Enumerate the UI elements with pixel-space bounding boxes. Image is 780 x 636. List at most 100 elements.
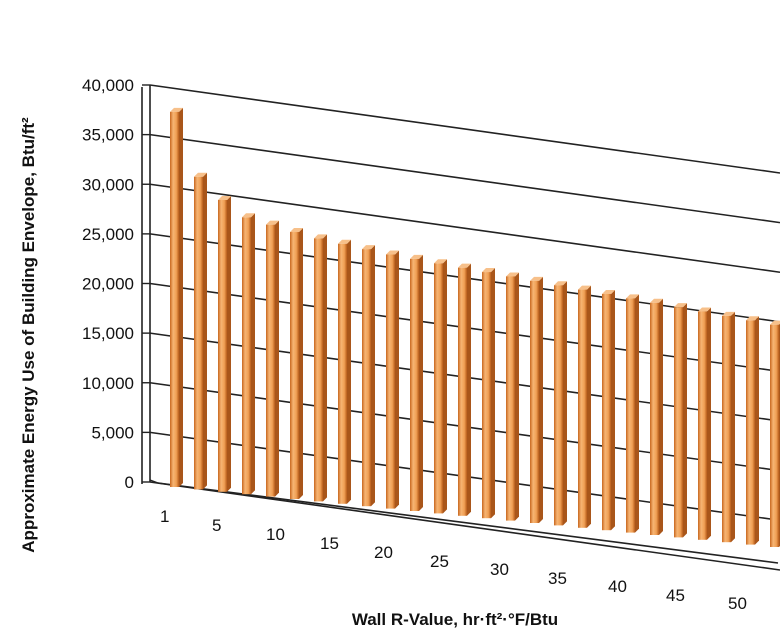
bar-side	[539, 276, 543, 523]
bar-top	[410, 254, 423, 259]
bar	[698, 307, 711, 540]
bar-front	[290, 232, 299, 499]
bar-front	[386, 254, 395, 509]
bar-side	[707, 307, 711, 540]
bar-top	[242, 213, 255, 218]
bar-top	[482, 268, 495, 273]
bar-top	[530, 276, 543, 281]
bar-side	[611, 289, 615, 531]
x-tick-label: 30	[490, 560, 509, 579]
bar-front	[482, 272, 491, 519]
bar-side	[659, 298, 663, 535]
bar-front	[674, 307, 683, 538]
bar-side	[563, 281, 567, 526]
bar-side	[467, 263, 471, 516]
bar-top	[722, 311, 735, 316]
bar-front	[434, 263, 443, 514]
bar	[530, 276, 543, 523]
x-tick-label: 20	[374, 543, 393, 562]
bar-side	[227, 196, 231, 492]
bar-side	[347, 239, 351, 504]
bar-top	[698, 307, 711, 312]
y-tick-label: 25,000	[82, 225, 134, 244]
bar	[290, 228, 303, 499]
bar-top	[746, 316, 759, 321]
bar-side	[731, 311, 735, 543]
bar-side	[443, 259, 447, 514]
bar-top	[434, 259, 447, 264]
bar-side	[179, 107, 183, 488]
bar-front	[194, 176, 203, 490]
bar-front	[362, 249, 371, 507]
y-tick-labels: 0 5,000 10,000 15,000 20,000 25,000 30,000 35,0…	[82, 76, 134, 492]
x-tick-label: 15	[320, 534, 339, 553]
bar-front	[218, 200, 227, 492]
bar	[194, 172, 207, 490]
bar	[338, 239, 351, 504]
bar-top	[218, 196, 231, 201]
bar-top	[650, 298, 663, 303]
bar-front	[650, 302, 659, 535]
bar-front	[314, 238, 323, 502]
gridline	[149, 481, 780, 571]
gridline	[149, 133, 780, 224]
floor-corner	[149, 479, 159, 484]
bar	[362, 245, 375, 507]
bar-front	[554, 285, 563, 526]
bar-top	[362, 245, 375, 250]
bar-front	[698, 311, 707, 540]
bar-side	[491, 268, 495, 519]
bar-top	[314, 234, 327, 239]
bar-top	[674, 303, 687, 308]
bar	[170, 107, 183, 488]
bar-front	[338, 243, 347, 504]
bar	[218, 196, 231, 492]
bar	[482, 268, 495, 519]
bar-side	[587, 285, 591, 528]
bar-side	[515, 272, 519, 521]
bar-side	[275, 220, 279, 497]
bar-top	[266, 220, 279, 225]
bar-top	[554, 281, 567, 286]
x-tick-labels: 1 5 10 15 20 25 30 35 40 45 50	[160, 507, 747, 613]
x-tick-label: 5	[212, 516, 221, 535]
y-tick-label: 0	[125, 473, 134, 492]
y-tick-label: 10,000	[82, 374, 134, 393]
bar-side	[683, 303, 687, 538]
bar	[266, 220, 279, 497]
x-tick-label: 50	[728, 594, 747, 613]
bar-top	[578, 285, 591, 290]
bar	[578, 285, 591, 528]
bar-top	[338, 239, 351, 244]
x-axis-line	[157, 482, 779, 564]
bar-front	[170, 111, 179, 488]
bar-front	[410, 258, 419, 511]
bar-top	[458, 263, 471, 268]
y-tick-label: 35,000	[82, 126, 134, 145]
bar-top	[770, 320, 780, 325]
bar-top	[602, 289, 615, 294]
bar	[626, 294, 639, 533]
bar-front	[626, 298, 635, 533]
bar-side	[755, 316, 759, 545]
axes	[141, 84, 779, 564]
bar	[722, 311, 735, 543]
bar-front	[770, 324, 779, 547]
bar-side	[299, 228, 303, 499]
bar-side	[419, 254, 423, 511]
bar-top	[506, 272, 519, 277]
x-tick-label: 10	[266, 525, 285, 544]
bar-front	[506, 276, 515, 521]
bar	[386, 250, 399, 509]
x-tick-label: 1	[160, 507, 169, 526]
bar-side	[251, 213, 255, 495]
bar-front	[602, 293, 611, 531]
bar-front	[242, 217, 251, 495]
bar	[506, 272, 519, 521]
y-tick-label: 30,000	[82, 175, 134, 194]
bar	[602, 289, 615, 531]
bar	[674, 303, 687, 538]
bar-side	[323, 234, 327, 502]
bar-top	[626, 294, 639, 299]
bar	[314, 234, 327, 502]
